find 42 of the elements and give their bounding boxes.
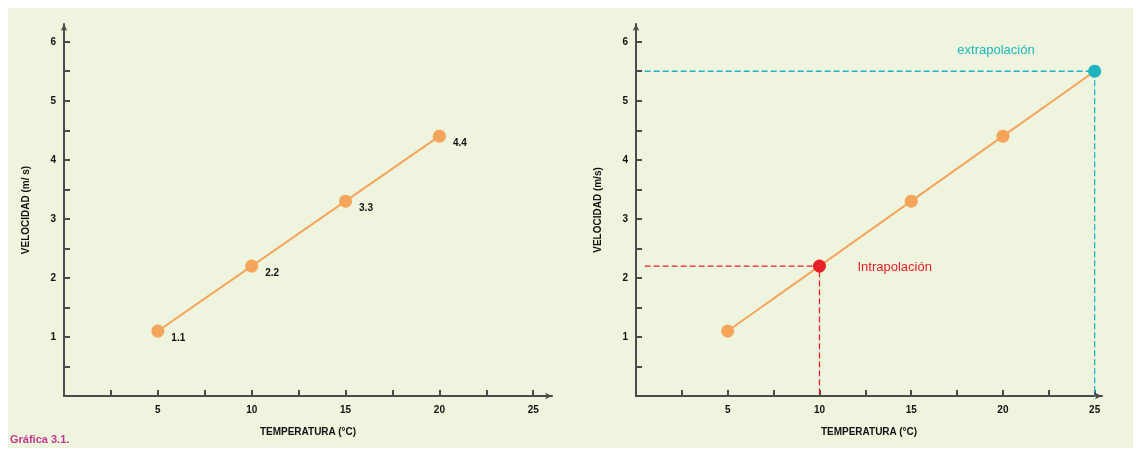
y-tick-label: 6 [622,36,629,48]
point [904,194,918,208]
y-tick-label: 4 [50,154,57,166]
point [996,129,1010,143]
point [1088,64,1102,78]
x-axis-title: TEMPERATURA (°C) [820,425,918,437]
x-tick-label: 5 [724,403,731,415]
x-tick-label: 10 [813,403,826,415]
y-tick-label: 2 [622,272,629,284]
x-tick-label: 20 [997,403,1009,415]
y-tick-label: 1 [50,331,57,343]
x-tick-label: 25 [527,403,540,415]
point [721,324,735,338]
x-tick-label: 10 [246,403,258,415]
annotation: extrapolación [957,41,1035,57]
point [812,259,826,273]
text: Gráfica 3.1. [10,432,70,445]
y-tick-label: 6 [50,36,57,48]
y-tick-label: 5 [50,95,57,107]
y-tick-label: 3 [50,213,57,225]
y-tick-label: 5 [622,95,629,107]
point [339,194,353,208]
y-axis-title: VELOCIDAD (m/s) [591,167,603,253]
y-tick-label: 1 [622,331,629,343]
x-tick-label: 5 [155,403,162,415]
point [432,129,446,143]
data-label: 4.4 [452,136,468,148]
data-label: 2.2 [265,266,280,278]
point [245,259,259,273]
y-axis-title: VELOCIDAD (m/ s) [19,165,31,255]
y-tick-label: 2 [50,272,57,284]
x-tick-label: 25 [1089,403,1101,415]
data-label: 1.1 [171,331,186,343]
y-tick-label: 3 [622,213,629,225]
data-label: 3.3 [359,201,374,213]
point [151,324,165,338]
x-tick-label: 20 [433,403,446,415]
annotation: Intrapolación [857,258,932,274]
x-tick-label: 15 [339,403,352,415]
x-tick-label: 15 [905,403,918,415]
y-tick-label: 4 [622,154,629,166]
x-axis-title: TEMPERATURA (°C) [259,425,357,437]
